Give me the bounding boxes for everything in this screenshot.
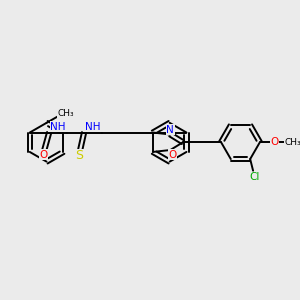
- Text: O: O: [168, 150, 176, 160]
- Text: CH₃: CH₃: [284, 138, 300, 147]
- Text: NH: NH: [85, 122, 100, 132]
- Text: S: S: [75, 149, 83, 162]
- Text: N: N: [167, 124, 174, 135]
- Text: NH: NH: [50, 122, 66, 132]
- Text: Cl: Cl: [250, 172, 260, 182]
- Text: O: O: [39, 150, 47, 160]
- Text: O: O: [270, 137, 278, 147]
- Text: CH₃: CH₃: [58, 109, 74, 118]
